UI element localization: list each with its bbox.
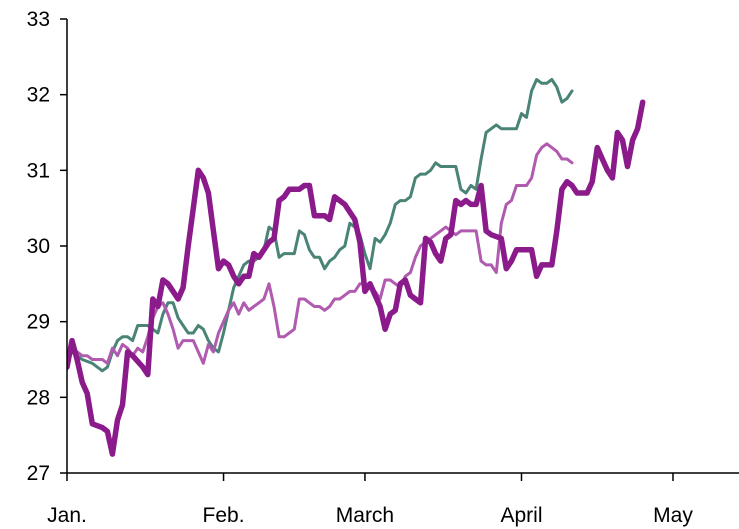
x-tick-label: April xyxy=(500,504,542,527)
y-tick-label: 30 xyxy=(27,235,50,258)
y-tick-label: 31 xyxy=(27,159,50,182)
x-tick-label: May xyxy=(653,504,693,527)
x-tick-label: Jan. xyxy=(47,504,87,527)
x-tick-label: March xyxy=(336,504,394,527)
series-line-3 xyxy=(67,142,574,365)
y-tick-label: 28 xyxy=(27,386,50,409)
series-layer xyxy=(67,78,646,457)
y-tick-label: 29 xyxy=(27,311,50,334)
series-line-2 xyxy=(67,78,574,373)
ticks-layer: 27 28 29 30 31 32 33 Jan. Feb. March April May xyxy=(27,8,694,527)
axes-layer xyxy=(66,19,739,474)
series-line-1 xyxy=(67,99,646,457)
y-tick-label: 27 xyxy=(27,462,50,485)
y-tick-label: 32 xyxy=(27,84,50,107)
x-tick-label: Feb. xyxy=(203,504,245,527)
y-tick-label: 33 xyxy=(27,8,50,31)
